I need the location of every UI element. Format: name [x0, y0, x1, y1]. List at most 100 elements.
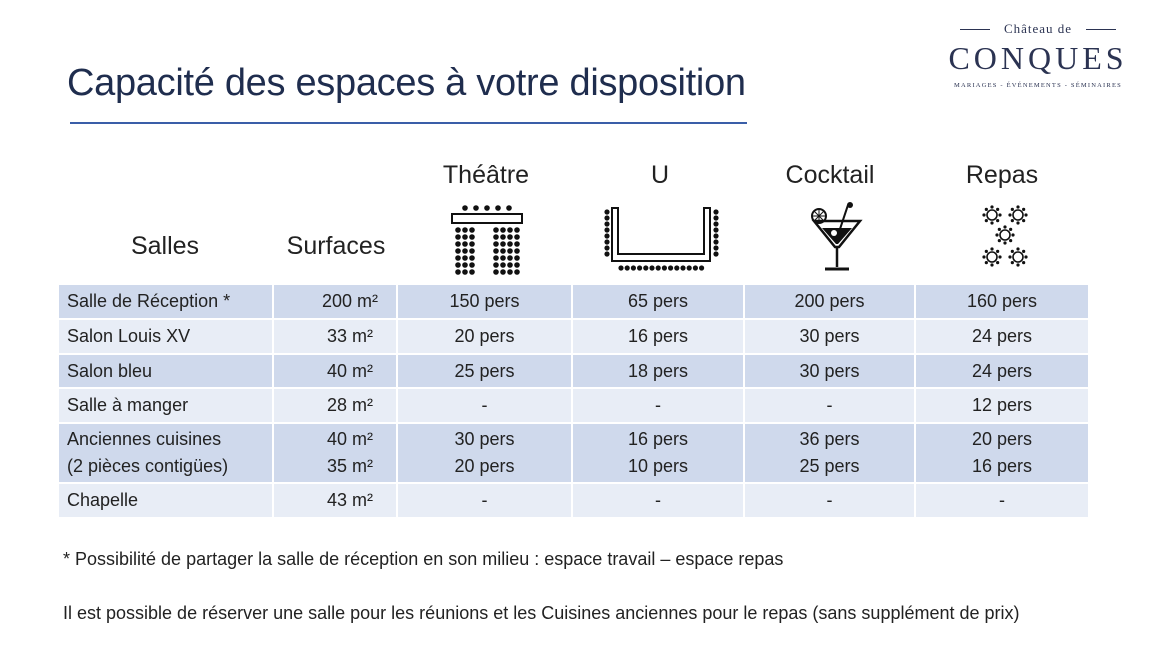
cell-repas: 24 pers [914, 354, 1088, 388]
cell-text: Salle à manger [67, 395, 189, 415]
cell-theatre: 150 pers [396, 285, 572, 319]
cell-salle: Salle de Réception * [59, 285, 273, 319]
cell-u: - [571, 388, 744, 423]
cell-text: 20 pers [454, 456, 515, 476]
cell-salle: Salle à manger [59, 388, 273, 423]
header-salles: Salles [130, 232, 200, 260]
cell-text: 16 pers [627, 326, 689, 346]
capacity-table: Salle de Réception * 200 m² 150 pers 65 per… [59, 285, 1088, 519]
cell-text: 43 m² [326, 490, 373, 510]
cell-text: 16 pers [627, 429, 689, 449]
cell-text: 160 pers [966, 291, 1038, 311]
cell-text: 25 pers [454, 360, 515, 381]
cell-u: - [571, 483, 744, 518]
table-row: Salle de Réception * 200 m² 150 pers 65 per… [59, 285, 1088, 319]
cell-salle: Chapelle [59, 483, 273, 518]
cell-repas: 24 pers [914, 319, 1088, 354]
footnote-text: * Possibilité de partager la salle de ré… [63, 549, 784, 569]
cell-cocktail: 30 pers [743, 319, 915, 354]
cell-text: 30 pers [799, 360, 860, 381]
cell-surface: 40 m² [272, 354, 397, 388]
cell-text: Salle de Réception * [67, 291, 231, 311]
cell-text: 150 pers [449, 291, 520, 311]
cell-text: 200 pers [794, 291, 865, 311]
cell-text: - [481, 395, 488, 415]
cell-text: 65 pers [627, 291, 689, 311]
banquet-tables-icon [978, 203, 1034, 274]
cell-text: 16 pers [971, 456, 1033, 476]
cell-text: - [481, 490, 488, 510]
cell-text: Anciennes cuisines [67, 429, 222, 449]
logo-tagline: MARIAGES - ÉVÉNEMENTS - SÉMINAIRES [954, 82, 1122, 89]
cell-theatre: - [396, 388, 572, 423]
cell-u: 16 pers 10 pers [571, 423, 744, 483]
logo-main-text: CONQUES [948, 40, 1128, 76]
cell-u: 18 pers [571, 354, 744, 388]
header-repas: Repas [965, 161, 1039, 189]
table-row: Salle à manger 28 m² - - - 12 pers [59, 388, 1088, 423]
note-text: Il est possible de réserver une salle po… [63, 603, 1020, 623]
cell-u: 65 pers [571, 285, 744, 319]
cell-repas: - [914, 483, 1088, 518]
cell-u: 16 pers [571, 319, 744, 354]
title-underline [70, 122, 747, 124]
cell-salle: Salon Louis XV [59, 319, 273, 354]
table-row: Salon bleu 40 m² 25 pers 18 pers 30 pers 24 p… [59, 354, 1088, 388]
cell-text: 28 m² [326, 395, 373, 415]
cell-cocktail: - [743, 388, 915, 423]
cell-text: 200 m² [321, 291, 379, 311]
cell-text: 35 m² [326, 456, 373, 476]
theatre-layout-icon [450, 204, 526, 281]
cell-text: 20 pers [971, 429, 1033, 449]
cell-text: 20 pers [454, 326, 515, 346]
page-title: Capacité des espaces à votre disposition [67, 62, 746, 104]
cell-theatre: 20 pers [396, 319, 572, 354]
cell-repas: 20 pers 16 pers [914, 423, 1088, 483]
chateau-logo: Château de CONQUES MARIAGES - ÉVÉNEMENTS… [938, 20, 1138, 89]
cell-text: - [826, 395, 833, 415]
cell-text: Chapelle [67, 490, 139, 510]
cell-text: - [655, 395, 661, 415]
cell-theatre: 30 pers 20 pers [396, 423, 572, 483]
cell-repas: 160 pers [914, 285, 1088, 319]
cell-cocktail: - [743, 483, 915, 518]
cell-text: 40 m² [326, 360, 373, 381]
cell-cocktail: 30 pers [743, 354, 915, 388]
cell-theatre: 25 pers [396, 354, 572, 388]
header-surfaces: Surfaces [286, 232, 386, 260]
cell-text: Salon Louis XV [67, 326, 191, 346]
cell-text: 24 pers [971, 360, 1033, 381]
cell-text: Salon bleu [67, 360, 153, 381]
cell-text: 40 m² [326, 429, 373, 449]
cell-text: - [999, 490, 1005, 510]
cell-text: 25 pers [799, 456, 860, 476]
header-cocktail: Cocktail [785, 161, 875, 189]
table-row: Chapelle 43 m² - - - - [59, 483, 1088, 518]
cell-text: - [826, 490, 833, 510]
table-row: Anciennes cuisines (2 pièces contigües) 40… [59, 423, 1088, 483]
cell-surface: 43 m² [272, 483, 397, 518]
table-row: Salon Louis XV 33 m² 20 pers 16 pers 30 pers… [59, 319, 1088, 354]
cell-cocktail: 36 pers 25 pers [743, 423, 915, 483]
cell-cocktail: 200 pers [743, 285, 915, 319]
cell-text: - [655, 490, 661, 510]
cell-text: (2 pièces contigües) [67, 456, 229, 476]
cell-salle: Salon bleu [59, 354, 273, 388]
u-shape-layout-icon [604, 204, 722, 281]
cell-text: 24 pers [971, 326, 1033, 346]
header-u: U [650, 161, 670, 189]
cell-surface: 200 m² [272, 285, 397, 319]
cell-text: 30 pers [454, 429, 515, 449]
logo-top-text: Château de [938, 20, 1138, 38]
cell-surface: 33 m² [272, 319, 397, 354]
header-theatre: Théâtre [442, 161, 530, 189]
cell-text: 36 pers [799, 429, 860, 449]
cell-text: 10 pers [627, 456, 689, 476]
cocktail-glass-icon [808, 201, 868, 280]
cell-salle: Anciennes cuisines (2 pièces contigües) [59, 423, 273, 483]
cell-text: 12 pers [971, 395, 1033, 415]
cell-surface: 28 m² [272, 388, 397, 423]
cell-text: 30 pers [799, 326, 860, 346]
cell-text: 18 pers [627, 360, 689, 381]
cell-repas: 12 pers [914, 388, 1088, 423]
